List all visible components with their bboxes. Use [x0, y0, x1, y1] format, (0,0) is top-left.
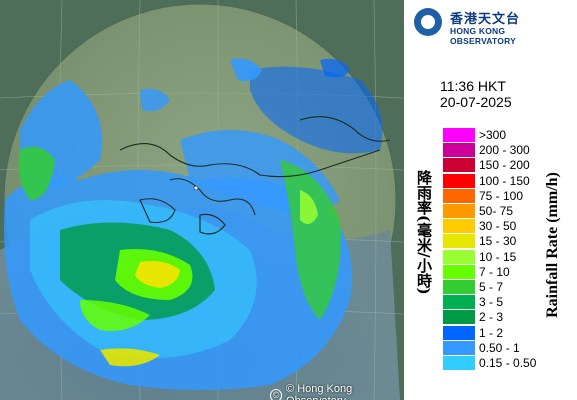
date-label: 20-07-2025: [440, 94, 512, 110]
radar-site-marker: [193, 185, 199, 191]
hko-logo[interactable]: 香港天文台 HONG KONG OBSERVATORY: [412, 6, 572, 46]
legend-swatch: [443, 204, 475, 218]
legend-swatch: [443, 325, 475, 340]
coastline: [119, 116, 391, 235]
hko-logo-icon: [414, 8, 442, 36]
legend-label: >300: [479, 128, 507, 142]
copyright-text: © Hong Kong Observatory: [286, 383, 353, 400]
legend-item: 30 - 50: [443, 219, 577, 234]
legend-item: 75 - 100: [443, 188, 577, 203]
legend-swatch: [443, 158, 475, 173]
legend-swatch: [443, 128, 475, 142]
legend-item: 200 - 300: [443, 143, 577, 158]
legend-swatch: [443, 188, 475, 203]
legend-item: 2 - 3: [443, 310, 577, 325]
legend-label: 5 - 7: [479, 280, 504, 294]
timestamp: 11:36 HKT 20-07-2025: [440, 78, 512, 110]
legend-swatch: [443, 264, 475, 279]
legend-item: 100 - 150: [443, 173, 577, 188]
legend-label: 50- 75: [479, 204, 514, 218]
legend-swatch: [443, 340, 475, 355]
legend-swatch: [443, 280, 475, 294]
legend-label: 0.50 - 1: [479, 340, 520, 355]
legend-label: 3 - 5: [479, 295, 504, 310]
legend-item: 3 - 5: [443, 295, 577, 310]
legend-swatch: [443, 249, 475, 264]
legend-swatch: [443, 310, 475, 325]
legend-label: 7 - 10: [479, 264, 510, 279]
org-name-cn: 香港天文台: [450, 12, 521, 27]
copyright-icon: ©: [270, 388, 283, 400]
legend-item: 50- 75: [443, 204, 577, 218]
copyright-notice: © © Hong Kong Observatory: [270, 383, 404, 400]
legend-swatch: [443, 219, 475, 234]
legend-label: 1 - 2: [479, 325, 504, 340]
info-panel: 香港天文台 HONG KONG OBSERVATORY: [404, 0, 577, 400]
unit-label-en: Rainfall Rate (mm/h): [544, 172, 561, 318]
legend-label: 30 - 50: [479, 219, 517, 234]
legend-item: 0.15 - 0.50: [443, 356, 577, 370]
legend-swatch: [443, 295, 475, 310]
legend-label: 2 - 3: [479, 310, 504, 325]
legend-item: 5 - 7: [443, 280, 577, 294]
legend-item: 7 - 10: [443, 264, 577, 279]
legend-item: 10 - 15: [443, 249, 577, 264]
legend-label: 75 - 100: [479, 188, 524, 203]
unit-label-cn: 降雨率(毫米/小時): [415, 170, 433, 295]
legend-label: 10 - 15: [479, 249, 517, 264]
legend-label: 15 - 30: [479, 234, 517, 249]
legend-label: 150 - 200: [479, 158, 530, 173]
legend-label: 0.15 - 0.50: [479, 356, 537, 370]
legend-item: 150 - 200: [443, 158, 577, 173]
legend-item: 0.50 - 1: [443, 340, 577, 355]
legend-swatch: [443, 143, 475, 158]
radar-map: © © Hong Kong Observatory: [0, 0, 404, 400]
legend-swatch: [443, 173, 475, 188]
legend-label: 200 - 300: [479, 143, 530, 158]
legend-item: >300: [443, 128, 577, 142]
legend-label: 100 - 150: [479, 173, 530, 188]
legend-swatch: [443, 356, 475, 370]
radar-image: [0, 0, 404, 400]
legend-item: 1 - 2: [443, 325, 577, 340]
legend-item: 15 - 30: [443, 234, 577, 249]
org-name-en: HONG KONG OBSERVATORY: [450, 26, 516, 46]
legend-swatch: [443, 234, 475, 249]
rain-echoes: [4, 58, 383, 390]
time-label: 11:36 HKT: [440, 78, 506, 94]
